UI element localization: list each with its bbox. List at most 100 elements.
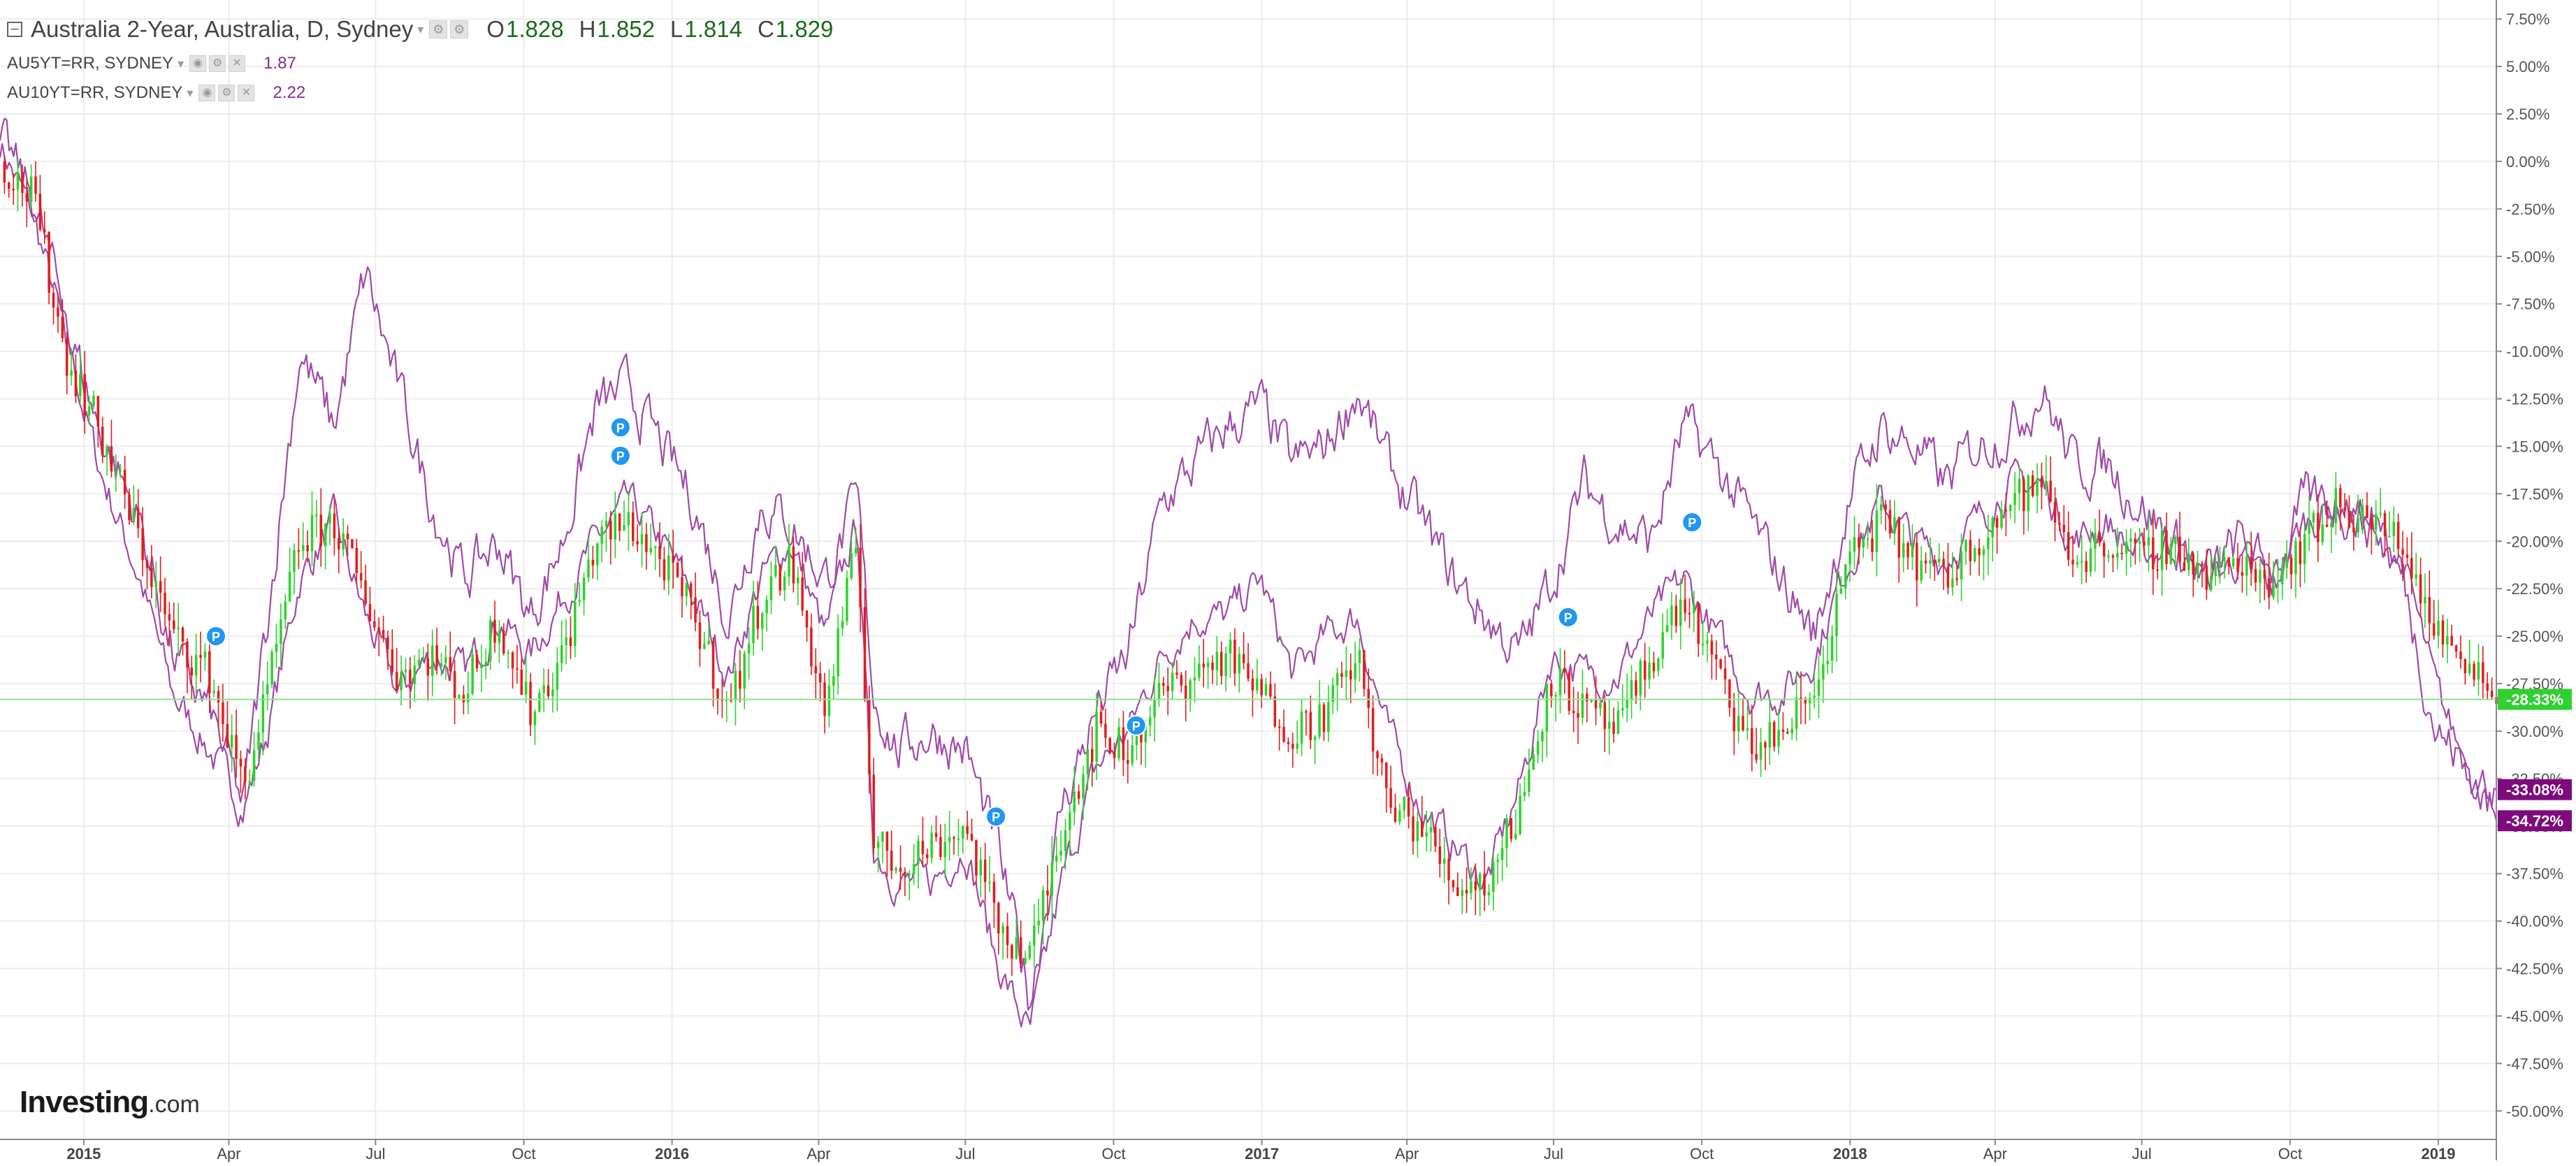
candle-body (270, 652, 273, 684)
candle-body (1768, 721, 1772, 748)
candle-body (2415, 574, 2417, 579)
candle-body (288, 572, 291, 602)
candle-body (2183, 562, 2186, 570)
gear-icon[interactable]: ⚙ (450, 20, 469, 38)
candle-body (1621, 708, 1624, 711)
investing-logo[interactable]: Investing.com (20, 1085, 200, 1120)
candle-body (1224, 653, 1227, 677)
candle-body (1848, 551, 1851, 565)
candle-body (190, 667, 194, 676)
candle-body (1483, 873, 1486, 895)
candle-body (2383, 512, 2387, 536)
candle-body (1474, 881, 1477, 891)
series-line (0, 143, 2497, 1028)
settings-icon[interactable]: ⚙ (429, 20, 448, 38)
candle-body (1661, 632, 1664, 659)
candle-body (1001, 926, 1004, 934)
candle-body (783, 576, 786, 591)
candle-body (1011, 945, 1013, 959)
chevron-down-icon[interactable]: ▾ (178, 56, 184, 71)
candle-body (239, 758, 243, 767)
candle-body (1728, 679, 1731, 708)
candle-body (1144, 725, 1148, 743)
candle-body (8, 182, 10, 189)
last-value-label: -34.72% (2506, 812, 2563, 830)
candle-body (542, 685, 545, 693)
candle-body (194, 654, 198, 676)
candle-body (658, 546, 661, 560)
series-name[interactable]: AU5YT=RR, SYDNEY (7, 54, 174, 73)
candle-body (560, 645, 563, 663)
eye-icon[interactable]: ◉ (198, 85, 216, 101)
candle-body (2178, 536, 2181, 563)
candle-body (1523, 791, 1526, 796)
candle-body (83, 374, 86, 416)
candle-body (2473, 663, 2475, 679)
x-tick-label: 2019 (2422, 1145, 2456, 1163)
chevron-down-icon[interactable]: ▾ (187, 85, 194, 100)
candle-body (2169, 544, 2173, 564)
candle-body (565, 637, 567, 646)
candle-body (1394, 807, 1397, 822)
collapse-legend-icon[interactable]: − (7, 22, 22, 37)
candle-body (48, 231, 50, 293)
candle-body (1269, 684, 1272, 697)
close-icon[interactable]: ✕ (238, 85, 255, 101)
candle-body (2392, 521, 2396, 536)
candle-body (1670, 605, 1673, 626)
candle-body (310, 514, 314, 552)
candle-body (992, 881, 996, 903)
candle-body (2147, 537, 2150, 546)
candle-body (230, 735, 233, 748)
candle-body (841, 621, 844, 628)
candle-body (1719, 659, 1722, 669)
candle-body (2419, 574, 2422, 604)
candle-body (1162, 682, 1165, 686)
event-marker-label: P (212, 630, 220, 644)
candle-body (1519, 796, 1521, 835)
candle-body (2040, 478, 2043, 488)
candle-body (1839, 588, 1843, 594)
candle-body (948, 837, 951, 842)
candle-body (2396, 521, 2400, 549)
candle-body (885, 831, 889, 851)
candle-body (2259, 570, 2262, 583)
candle-body (1822, 664, 1825, 679)
candle-body (1345, 670, 1348, 677)
candle-body (1309, 712, 1312, 740)
candle-body (1732, 707, 1736, 732)
candle-body (2111, 555, 2115, 558)
candle-body (1442, 858, 1446, 864)
candle-body (96, 396, 100, 427)
candle-body (1808, 698, 1811, 704)
candle-body (556, 663, 559, 690)
candle-body (417, 659, 421, 666)
series-name[interactable]: AU10YT=RR, SYDNEY (7, 83, 183, 102)
chevron-down-icon[interactable]: ▾ (417, 22, 424, 36)
symbol-title[interactable]: Australia 2-Year, Australia, D, Sydney (31, 16, 414, 42)
candle-body (1813, 696, 1816, 698)
close-icon[interactable]: ✕ (229, 55, 246, 72)
candle-body (2076, 561, 2079, 565)
legend-series-row: AU10YT=RR, SYDNEY ▾ ◉ ⚙ ✕ 2.22 (7, 78, 833, 108)
y-tick-label: -30.00% (2506, 723, 2563, 740)
candle-body (854, 547, 858, 554)
candle-body (328, 513, 331, 524)
candle-body (2450, 635, 2453, 646)
candle-body (979, 859, 983, 876)
candle-body (2023, 479, 2025, 512)
eye-icon[interactable]: ◉ (189, 55, 207, 72)
candle-body (208, 651, 211, 693)
candle-body (115, 471, 117, 473)
candle-body (1679, 599, 1682, 626)
candle-body (2053, 501, 2057, 523)
candle-body (578, 600, 581, 602)
gear-icon[interactable]: ⚙ (218, 85, 236, 101)
gear-icon[interactable]: ⚙ (209, 55, 226, 72)
high-value: 1.852 (597, 16, 655, 42)
candle-body (2477, 662, 2480, 679)
low-value: 1.814 (684, 16, 742, 42)
candle-body (2463, 658, 2467, 674)
candle-body (2187, 554, 2190, 570)
